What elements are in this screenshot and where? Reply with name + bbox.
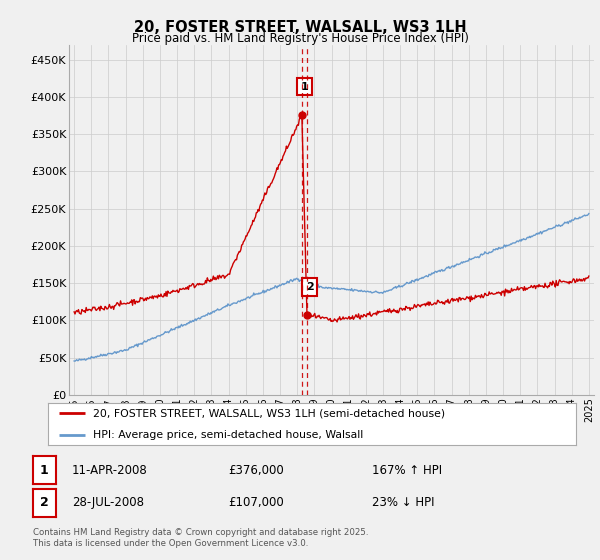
Text: HPI: Average price, semi-detached house, Walsall: HPI: Average price, semi-detached house,… (93, 430, 363, 440)
Text: 2: 2 (305, 282, 313, 292)
Text: 2: 2 (40, 496, 49, 510)
Text: 20, FOSTER STREET, WALSALL, WS3 1LH: 20, FOSTER STREET, WALSALL, WS3 1LH (134, 20, 466, 35)
Text: Contains HM Land Registry data © Crown copyright and database right 2025.
This d: Contains HM Land Registry data © Crown c… (33, 528, 368, 548)
Text: £376,000: £376,000 (228, 464, 284, 477)
Text: 23% ↓ HPI: 23% ↓ HPI (372, 496, 434, 510)
Text: 11-APR-2008: 11-APR-2008 (72, 464, 148, 477)
Text: 167% ↑ HPI: 167% ↑ HPI (372, 464, 442, 477)
Text: 1: 1 (301, 82, 308, 91)
Text: £107,000: £107,000 (228, 496, 284, 510)
Text: 28-JUL-2008: 28-JUL-2008 (72, 496, 144, 510)
Text: Price paid vs. HM Land Registry's House Price Index (HPI): Price paid vs. HM Land Registry's House … (131, 32, 469, 45)
Text: 20, FOSTER STREET, WALSALL, WS3 1LH (semi-detached house): 20, FOSTER STREET, WALSALL, WS3 1LH (sem… (93, 408, 445, 418)
Text: 1: 1 (40, 464, 49, 477)
